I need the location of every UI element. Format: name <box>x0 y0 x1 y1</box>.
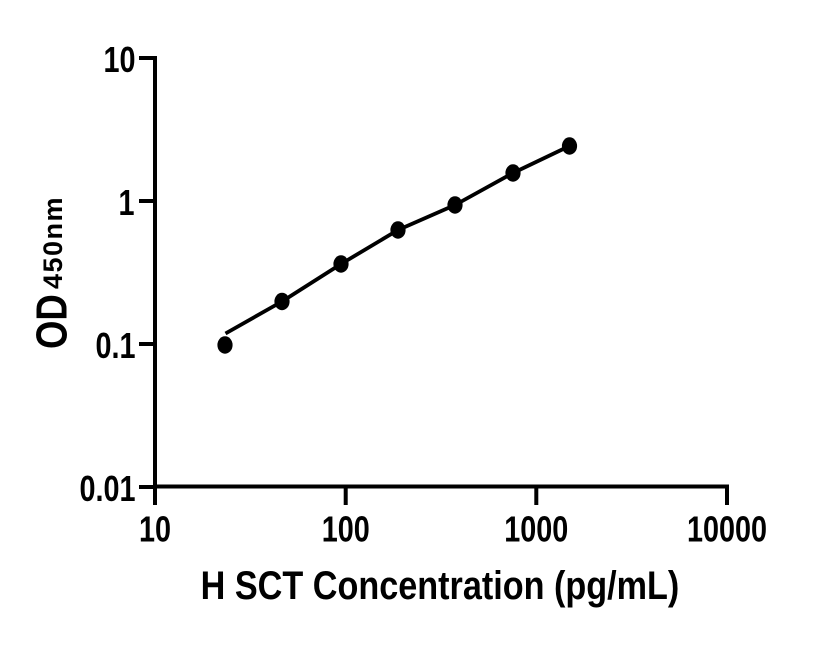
svg-text:100: 100 <box>322 508 370 549</box>
svg-text:OD: OD <box>26 294 76 349</box>
svg-text:H SCT Concentration (pg/mL): H SCT Concentration (pg/mL) <box>201 562 680 607</box>
svg-text:0.01: 0.01 <box>79 468 135 509</box>
svg-text:10: 10 <box>139 508 171 549</box>
svg-text:10000: 10000 <box>687 508 767 549</box>
svg-text:1000: 1000 <box>504 508 568 549</box>
svg-text:1: 1 <box>118 182 134 223</box>
svg-text:450nm: 450nm <box>38 196 68 289</box>
svg-text:0.1: 0.1 <box>95 325 135 366</box>
svg-text:10: 10 <box>103 39 135 80</box>
